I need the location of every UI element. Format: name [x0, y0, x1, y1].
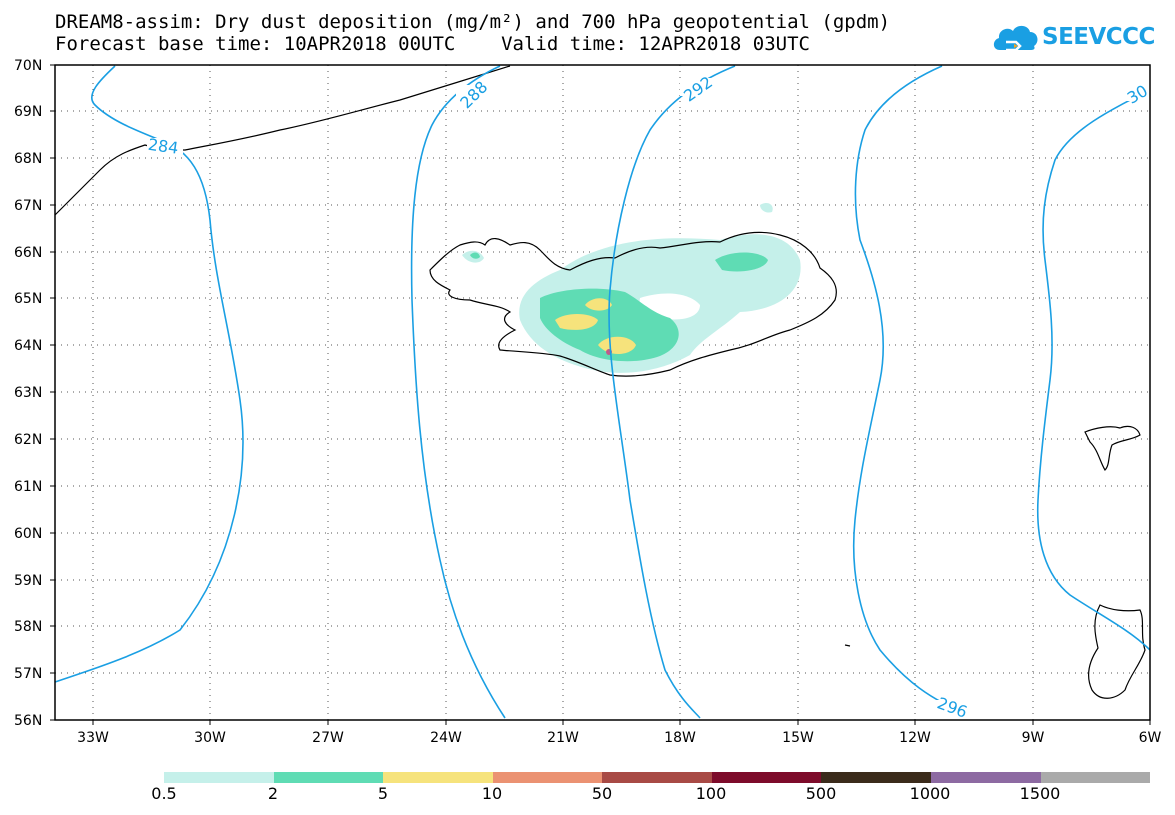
longitude-labels: 33W 30W 27W 24W 21W 18W 15W 12W 9W 6W	[77, 730, 1161, 746]
legend-label: 10	[481, 784, 503, 803]
lon-label: 33W	[77, 730, 109, 746]
legend-swatch	[164, 772, 274, 783]
lon-label: 18W	[664, 730, 696, 746]
lat-label: 69N	[14, 104, 42, 120]
graticule	[55, 65, 1150, 720]
legend-label: 5	[377, 784, 389, 803]
color-legend	[164, 772, 1151, 783]
coastlines	[54, 65, 1146, 699]
lat-label: 66N	[14, 245, 42, 261]
lat-label: 60N	[14, 526, 42, 542]
legend-label: 2	[267, 784, 279, 803]
legend-label: 100	[695, 784, 727, 803]
lat-label: 57N	[14, 666, 42, 682]
legend-swatch	[383, 772, 493, 783]
lat-label: 61N	[14, 479, 42, 495]
legend-swatch	[602, 772, 712, 783]
contour-label: 288	[456, 77, 491, 112]
lat-label: 56N	[14, 713, 42, 729]
legend-label: 500	[805, 784, 837, 803]
lon-label: 27W	[312, 730, 344, 746]
legend-swatch	[711, 772, 822, 783]
lat-label: 68N	[14, 151, 42, 167]
contour-label: 284	[147, 135, 180, 158]
lon-label: 9W	[1022, 730, 1045, 746]
geopotential-contours	[54, 65, 1151, 719]
lon-label: 15W	[782, 730, 814, 746]
lat-label: 63N	[14, 385, 42, 401]
lon-label: 30W	[194, 730, 226, 746]
lon-label: 21W	[547, 730, 579, 746]
logo-text: SEEVCCC	[1042, 24, 1155, 50]
legend-label: 50	[591, 784, 613, 803]
dust-deposition-field	[462, 202, 801, 373]
legend-label: 1500	[1019, 784, 1061, 803]
legend-swatch	[492, 772, 603, 783]
legend-swatch	[930, 772, 1041, 783]
legend-label: 1000	[909, 784, 951, 803]
lat-label: 59N	[14, 573, 42, 589]
lat-label: 58N	[14, 619, 42, 635]
lat-label: 64N	[14, 338, 42, 354]
lon-label: 12W	[899, 730, 931, 746]
legend-swatch	[821, 772, 931, 783]
lat-label: 70N	[14, 58, 42, 74]
cloud-icon	[993, 25, 1038, 52]
seevccc-logo: SEEVCCC	[990, 20, 1155, 56]
lat-label: 62N	[14, 432, 42, 448]
lon-label: 6W	[1139, 730, 1162, 746]
lat-label: 67N	[14, 198, 42, 214]
legend-swatch	[1040, 772, 1151, 783]
lat-label: 65N	[14, 291, 42, 307]
contour-labels: 284 288 292 296 30	[147, 72, 1151, 721]
map-title: DREAM8-assim: Dry dust deposition (mg/m²…	[55, 11, 891, 33]
legend-swatch	[273, 772, 384, 783]
forecast-times: Forecast base time: 10APR2018 00UTC Vali…	[55, 33, 810, 55]
latitude-labels: 70N 69N 68N 67N 66N 65N 64N 63N 62N 61N …	[14, 58, 42, 729]
axis-ticks	[50, 64, 1151, 725]
lon-label: 24W	[430, 730, 462, 746]
legend-label: 0.5	[151, 784, 177, 803]
